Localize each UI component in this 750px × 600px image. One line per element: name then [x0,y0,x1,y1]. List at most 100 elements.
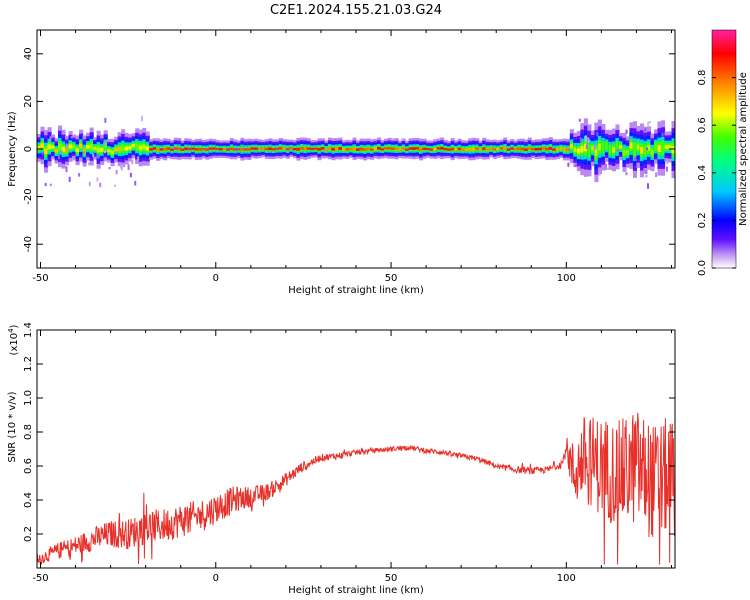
heatmap-cell [580,145,585,153]
heatmap-cell [541,147,546,150]
heatmap-cell [324,148,329,151]
heatmap-speckle [134,180,137,186]
heatmap-cell [419,148,424,151]
heatmap-cell [156,148,161,151]
heatmap-cell [37,146,42,150]
heatmap-speckle [41,151,44,156]
heatmap-speckle [103,142,106,146]
y-tick-label: 1.4 [23,322,34,338]
heatmap-speckle [104,150,107,154]
heatmap-speckle [88,181,91,187]
heatmap-cell [359,147,364,151]
heatmap-cell [482,147,487,151]
snr-multiplier: (x104) [7,324,20,355]
heatmap-cell [436,147,441,150]
heatmap-cell [89,144,94,149]
heatmap-cell [667,144,673,149]
heatmap-speckle [96,177,99,182]
heatmap-speckle [625,129,628,134]
heatmap-speckle [649,121,652,124]
spectrogram-ticks: -50 0 50 100 -40 -20 0 20 40 [23,30,675,284]
heatmap-cell [611,147,617,153]
heatmap-cell [166,147,171,150]
heatmap-cell [531,147,536,151]
heatmap-cell [520,147,525,151]
heatmap-cell [398,148,403,151]
spectrogram-xlabel: Height of straight line (km) [288,285,424,296]
heatmap-cell [338,147,343,150]
heatmap-cell [198,147,203,151]
heatmap-cell [145,146,150,151]
heatmap-cell [545,147,550,151]
heatmap-speckle [115,169,118,175]
heatmap-cell [128,146,133,150]
heatmap-cell [671,146,675,154]
heatmap-cell [285,147,290,151]
heatmap-cell [271,147,276,151]
heatmap-cell [622,149,627,155]
heatmap-cell [173,147,178,150]
y-tick-label: 1.0 [23,390,34,406]
heatmap-cell [457,147,462,151]
heatmap-cell [569,144,574,149]
heatmap-speckle [647,183,650,189]
heatmap-cell [110,150,115,155]
heatmap-cell [576,148,581,154]
heatmap-cell [303,147,308,151]
heatmap-cell [65,148,70,153]
y-tick-label: 0.6 [23,458,34,474]
heatmap-speckle [616,149,619,152]
heatmap-speckle [647,121,650,126]
heatmap-cell [625,150,631,155]
heatmap-cell [75,148,80,153]
heatmap-speckle [49,183,52,187]
heatmap-speckle [141,115,144,122]
heatmap-cell [657,145,662,152]
x-tick-label: -50 [32,573,48,584]
heatmap-cell [107,149,112,153]
y-tick-label: 20 [23,95,34,108]
heatmap-cell [247,148,252,151]
heatmap-cell [422,147,427,151]
heatmap-cell [408,147,413,150]
heatmap-cell [205,148,210,151]
heatmap-cell [236,148,241,151]
heatmap-speckle [88,162,91,166]
heatmap-cell [310,147,315,151]
heatmap-speckle [60,150,63,154]
colorbar-tick-label: 0.0 [697,260,708,276]
heatmap-cell [257,147,262,150]
y-tick-label: -20 [23,188,34,204]
heatmap-cell [415,147,420,150]
x-tick-label: 100 [557,573,576,584]
heatmap-cell [618,144,624,149]
heatmap-cell [503,147,508,150]
heatmap-cell [86,144,91,149]
heatmap-speckle [104,117,107,123]
heatmap-cell [653,144,659,149]
heatmap-cell [492,148,497,151]
heatmap-cell [82,149,87,153]
heatmap-cell [93,146,98,150]
heatmap-cell [47,144,52,150]
colorbar-tick-label: 0.2 [697,212,708,228]
y-tick-label: 0.2 [23,526,34,542]
heatmap-cell [299,146,305,150]
heatmap-cell [51,145,56,149]
heatmap-cell [461,148,466,151]
heatmap-speckle [579,137,582,143]
heatmap-speckle [129,172,132,178]
heatmap-cell [587,147,592,154]
heatmap-cell [240,147,245,151]
spectrogram-heatmap [37,115,675,189]
heatmap-cell [597,143,602,151]
heatmap-cell [412,147,417,150]
heatmap-cell [601,144,606,151]
heatmap-cell [590,146,595,151]
heatmap-speckle [131,159,134,165]
heatmap-cell [201,148,206,151]
x-tick-label: 0 [213,273,219,284]
x-tick-label: 0 [213,573,219,584]
heatmap-cell [317,147,322,151]
